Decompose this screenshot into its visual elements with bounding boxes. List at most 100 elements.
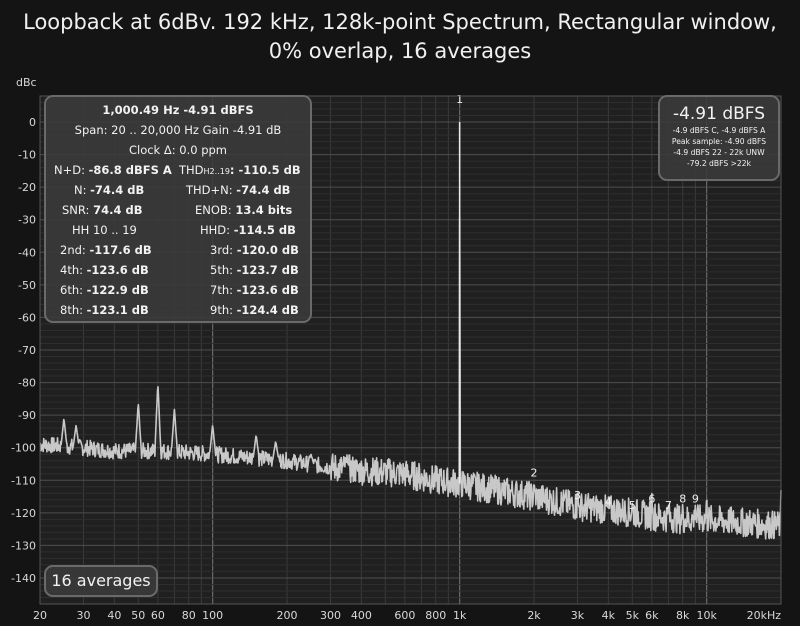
stats-row-snr: SNR: 74.4 dB ENOB: 13.4 bits xyxy=(46,200,310,220)
stats-clock: Clock Δ: 0.0 ppm xyxy=(46,140,310,160)
stats-row-h45: 4th: -123.6 dB 5th: -123.7 dB xyxy=(46,260,310,280)
hhd-pair: HHD: -114.5 dB xyxy=(200,220,296,240)
nd-label: N+D: xyxy=(54,163,85,177)
x-tick-label: 800 xyxy=(425,609,446,622)
y-tick-label: -120 xyxy=(11,507,36,520)
h8-label: 8th: xyxy=(60,303,83,317)
h3-label: 3rd: xyxy=(210,243,234,257)
chart-title-line-1: Loopback at 6dBv. 192 kHz, 128k-point Sp… xyxy=(23,10,777,34)
h2-pair: 2nd: -117.6 dB xyxy=(60,240,152,260)
harmonic-marker-6: 6 xyxy=(648,492,655,505)
averages-badge: 16 averages xyxy=(44,565,158,597)
x-tick-label: 6k xyxy=(645,609,659,622)
y-axis-label: dBc xyxy=(16,76,37,89)
x-tick-label: 600 xyxy=(394,609,415,622)
x-tick-label: 200 xyxy=(277,609,298,622)
stats-row-hh: HH 10 .. 19 HHD: -114.5 dB xyxy=(46,220,310,240)
enob-value: 13.4 bits xyxy=(235,203,293,217)
thdn-pair: THD+N: -74.4 dB xyxy=(186,180,290,200)
h3-pair: 3rd: -120.0 dB xyxy=(210,240,299,260)
level-line-1: -4.9 dBFS C, -4.9 dBFS A xyxy=(672,126,766,135)
n-value: -74.4 dB xyxy=(90,183,145,197)
h4-label: 4th: xyxy=(60,263,83,277)
stats-panel: 1,000.49 Hz -4.91 dBFS Span: 20 .. 20,00… xyxy=(44,95,312,323)
stats-row-n: N: -74.4 dB THD+N: -74.4 dB xyxy=(46,180,310,200)
level-line-4: -79.2 dBFS >22k xyxy=(687,159,751,168)
harmonic-marker-7: 7 xyxy=(665,499,672,512)
hhd-value: -114.5 dB xyxy=(233,223,296,237)
hh-label: HH 10 .. 19 xyxy=(72,223,137,237)
n-pair: N: -74.4 dB xyxy=(74,180,144,200)
y-tick-label: -60 xyxy=(18,311,36,324)
harmonic-marker-5: 5 xyxy=(629,499,636,512)
h4-value: -123.6 dB xyxy=(86,263,149,277)
x-tick-label: 1k xyxy=(453,609,467,622)
x-tick-label: 40 xyxy=(107,609,121,622)
y-tick-label: -130 xyxy=(11,539,36,552)
x-tick-label: 100 xyxy=(202,609,223,622)
h5-label: 5th: xyxy=(210,263,233,277)
stats-row-h89: 8th: -123.1 dB 9th: -124.4 dB xyxy=(46,300,310,320)
series-layer xyxy=(39,122,782,540)
harmonic-marker-8: 8 xyxy=(679,492,686,505)
n-label: N: xyxy=(74,183,87,197)
y-tick-label: -30 xyxy=(18,214,36,227)
x-tick-label: 8k xyxy=(676,609,690,622)
y-tick-label: 0 xyxy=(29,116,36,129)
snr-label: SNR: xyxy=(62,203,90,217)
x-tick-label: 2k xyxy=(527,609,541,622)
stats-row-h23: 2nd: -117.6 dB 3rd: -120.0 dB xyxy=(46,240,310,260)
y-tick-label: -70 xyxy=(18,344,36,357)
level-readout-value: -4.91 dBFS xyxy=(672,104,766,124)
y-axis-ticks: 0 -10 -20 -30 -40 -50 -60 -70 -80 -90 -100 -110 -120… xyxy=(11,116,36,585)
x-tick-label: 20kHz xyxy=(747,609,782,622)
thdn-label: THD+N: xyxy=(186,183,233,197)
thd-pair: THDH2..19: -110.5 dB xyxy=(179,160,301,182)
h8-value: -123.1 dB xyxy=(86,303,149,317)
y-tick-label: -100 xyxy=(11,442,36,455)
harmonic-marker-9: 9 xyxy=(692,492,699,505)
x-tick-label: 4k xyxy=(602,609,616,622)
h5-value: -123.7 dB xyxy=(236,263,299,277)
y-tick-label: -90 xyxy=(18,409,36,422)
x-tick-label: 400 xyxy=(351,609,372,622)
x-tick-label: 50 xyxy=(131,609,145,622)
h3-value: -120.0 dB xyxy=(236,243,299,257)
harmonic-marker-1: 1 xyxy=(456,93,463,106)
thdn-value: -74.4 dB xyxy=(236,183,291,197)
h2-label: 2nd: xyxy=(60,243,86,257)
h7-label: 7th: xyxy=(210,283,233,297)
x-tick-label: 60 xyxy=(151,609,165,622)
clock-value: Clock Δ: 0.0 ppm xyxy=(128,143,228,157)
plot-border xyxy=(39,95,782,605)
h6-value: -122.9 dB xyxy=(86,283,149,297)
thd-sub: H2..19 xyxy=(203,167,230,176)
h9-value: -124.4 dB xyxy=(236,303,299,317)
h5-pair: 5th: -123.7 dB xyxy=(210,260,299,280)
stats-row-h67: 6th: -122.9 dB 7th: -123.6 dB xyxy=(46,280,310,300)
y-tick-label: -140 xyxy=(11,572,36,585)
chart-title: Loopback at 6dBv. 192 kHz, 128k-point Sp… xyxy=(0,8,800,66)
enob-label: ENOB: xyxy=(195,203,232,217)
chart-title-line-2: 0% overlap, 16 averages xyxy=(268,39,532,63)
x-tick-label: 300 xyxy=(320,609,341,622)
thd-value: : -110.5 dB xyxy=(229,163,301,177)
span-value: Span: 20 .. 20,000 Hz Gain -4.91 dB xyxy=(74,123,282,137)
stats-span: Span: 20 .. 20,000 Hz Gain -4.91 dB xyxy=(46,120,310,140)
x-tick-label: 10k xyxy=(696,609,717,622)
stats-fundamental: 1,000.49 Hz -4.91 dBFS xyxy=(46,100,310,120)
h9-label: 9th: xyxy=(210,303,233,317)
x-tick-label: 5k xyxy=(626,609,640,622)
x-tick-label: 80 xyxy=(182,609,196,622)
h9-pair: 9th: -124.4 dB xyxy=(210,300,299,320)
x-tick-label: 20 xyxy=(33,609,47,622)
h6-pair: 6th: -122.9 dB xyxy=(60,280,149,300)
x-tick-label: 30 xyxy=(76,609,90,622)
thd-label: THD xyxy=(179,163,204,177)
h4-pair: 4th: -123.6 dB xyxy=(60,260,149,280)
harmonic-marker-3: 3 xyxy=(574,489,581,502)
h2-value: -117.6 dB xyxy=(89,243,152,257)
harmonic-marker-2: 2 xyxy=(531,466,538,479)
nd-value: -86.8 dBFS A xyxy=(88,163,172,177)
